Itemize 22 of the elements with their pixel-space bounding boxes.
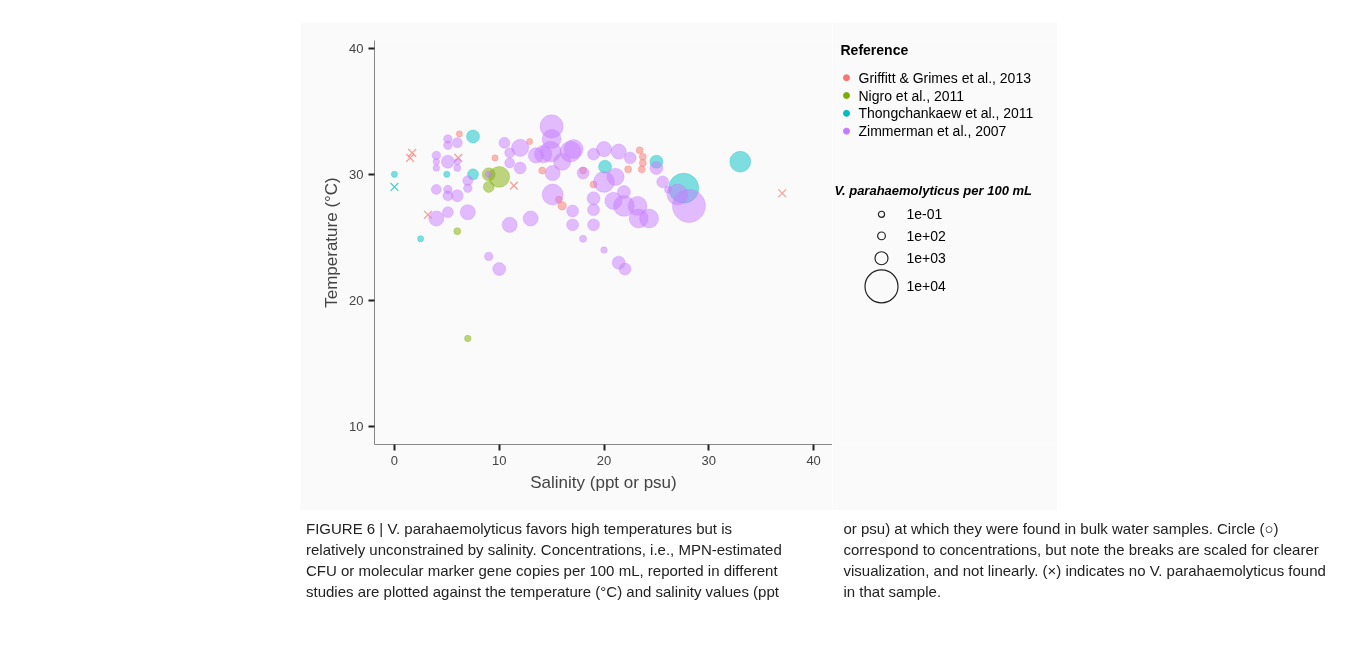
legend-label: Griffitt & Grimes et al., 2013 [858,69,1032,86]
legend-label: 1e+04 [906,278,947,295]
y-tick-label: 40 [349,40,364,56]
legend-label: Zimmerman et al., 2007 [858,123,1007,140]
legend-label: 1e-01 [906,206,943,223]
legend-label: 1e+03 [906,250,947,267]
x-tick-label: 0 [390,452,399,468]
text: V. parahaemolyticus per 100 mL [834,182,1033,198]
x-tick-label: 40 [806,452,821,468]
x-axis-title: Salinity (ppt or psu) [530,472,677,492]
y-tick-label: 30 [349,166,364,182]
text: FIGURE 6 | V. parahaemolyticus favors high temperatures but is relatively unconstrained by salinity. Concentrations, i.e., MPN-estimated CFU or molecular marker gene copies per 100 mL, reported in different studies are plotted against the temperature (°C) and salinity values (ppt or psu) at which they were found in bulk water samples. Circle (○) correspond to concentrations, but note the breaks are scaled for clearer visualization, and not linearly. (×) indicates no V. parahaemolyticus found in that sample. [306,520,1326,600]
y-tick-label: 10 [349,419,364,435]
x-tick-label: 10 [491,452,507,468]
legend-title: Reference [840,42,909,59]
legend-label: Nigro et al., 2011 [858,87,965,104]
x-tick-label: 20 [596,452,612,468]
x-tick-label: 30 [701,452,717,468]
y-tick-label: 20 [349,293,364,309]
legend-label: Thongchankaew et al., 2011 [858,105,1034,122]
legend-label: 1e+02 [906,227,947,244]
y-axis-title: Temperature (°C) [322,177,342,308]
